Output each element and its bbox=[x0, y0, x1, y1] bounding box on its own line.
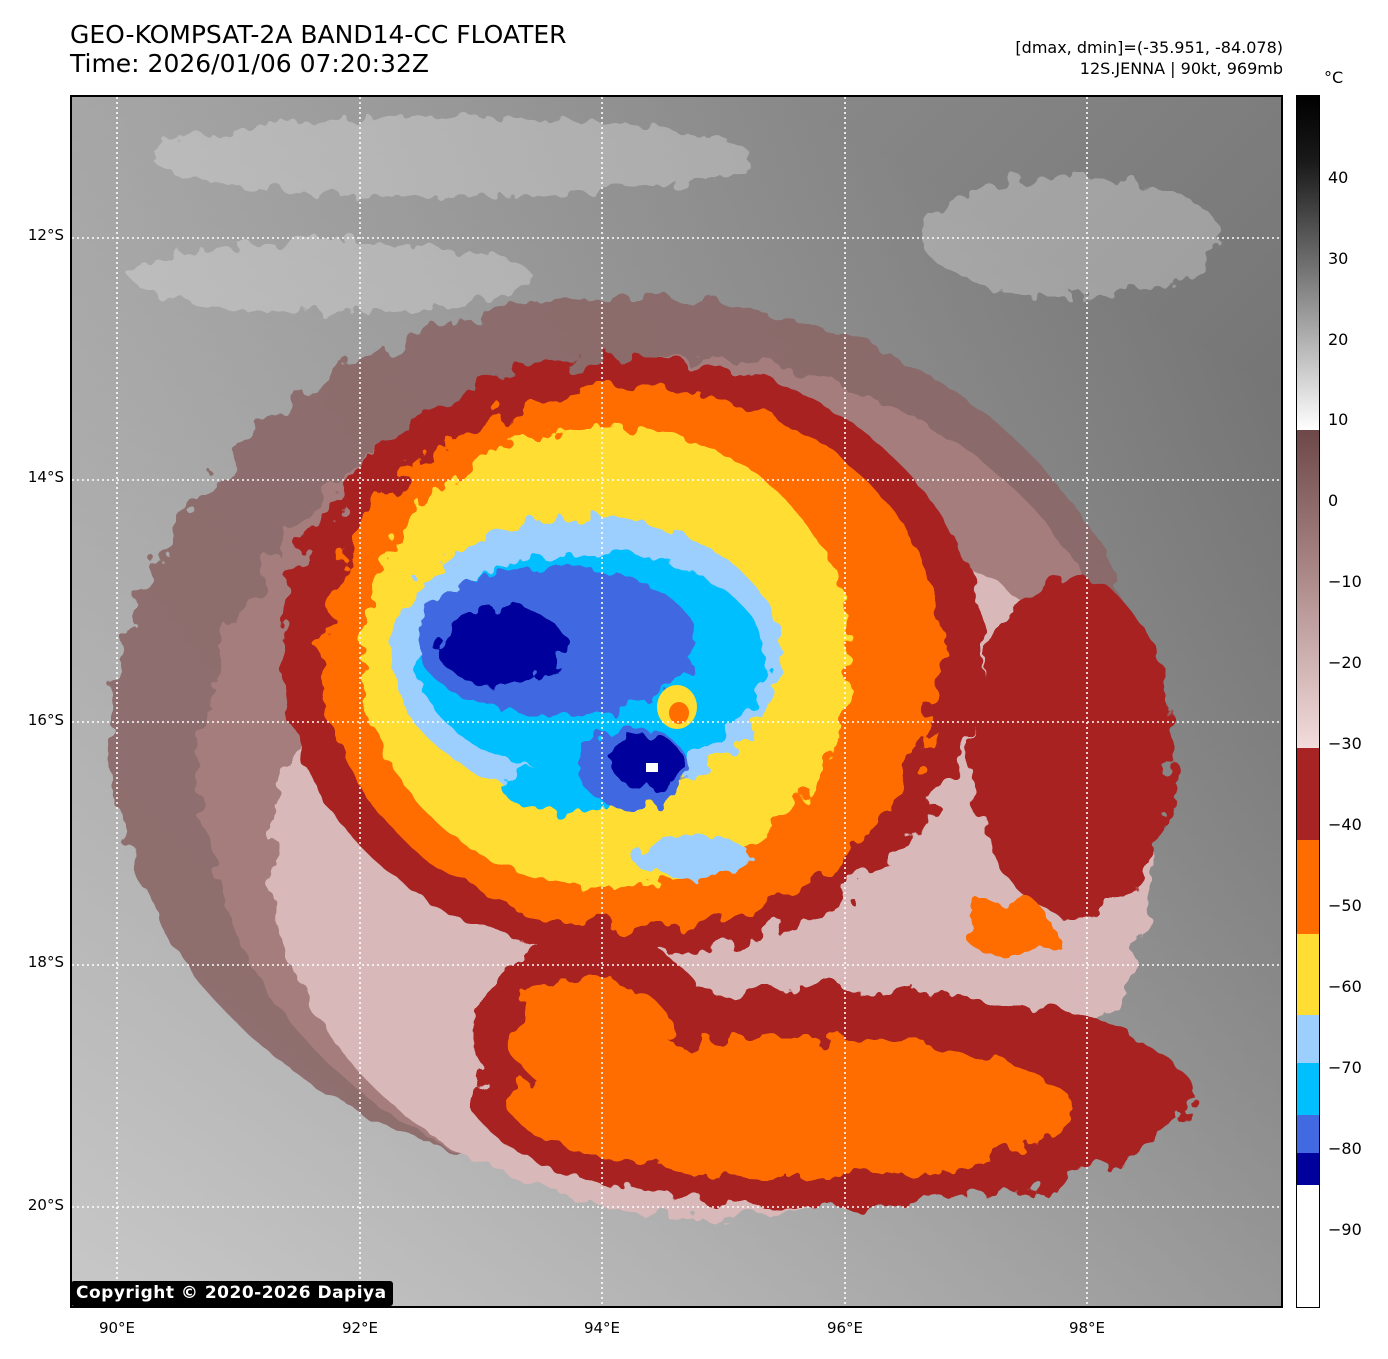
storm-imagery bbox=[72, 97, 1281, 1306]
lon-label-94e: 94°E bbox=[583, 1319, 621, 1337]
colorbar-tick-m70: −70 bbox=[1328, 1058, 1362, 1077]
title-time: Time: 2026/01/06 07:20:32Z bbox=[70, 49, 429, 78]
colorbar-tick-m10: −10 bbox=[1328, 572, 1362, 591]
satellite-image bbox=[70, 95, 1283, 1308]
lon-label-96e: 96°E bbox=[826, 1319, 864, 1337]
lat-label-14s: 14°S bbox=[27, 468, 64, 486]
figure-title: GEO-KOMPSAT-2A BAND14-CC FLOATER Time: 2… bbox=[70, 20, 567, 78]
lon-label-92e: 92°E bbox=[341, 1319, 379, 1337]
storm-name: 12S.JENNA | 90kt, 969mb bbox=[1079, 59, 1283, 78]
colorbar-tick-m90: −90 bbox=[1328, 1220, 1362, 1239]
colorbar bbox=[1296, 95, 1320, 1308]
colorbar-tick-m40: −40 bbox=[1328, 815, 1362, 834]
colorbar-tick-30: 30 bbox=[1328, 249, 1349, 268]
colorbar-tick-m80: −80 bbox=[1328, 1139, 1362, 1158]
lat-label-16s: 16°S bbox=[27, 711, 64, 729]
copyright-badge: Copyright © 2020-2026 Dapiya bbox=[71, 1281, 393, 1306]
data-range: [dmax, dmin]=(-35.951, -84.078) bbox=[1015, 38, 1283, 57]
colorbar-tick-10: 10 bbox=[1328, 410, 1349, 429]
colorbar-unit: °C bbox=[1324, 68, 1344, 87]
colorbar-tick-m60: −60 bbox=[1328, 977, 1362, 996]
lon-label-98e: 98°E bbox=[1068, 1319, 1106, 1337]
storm-info: [dmax, dmin]=(-35.951, -84.078) 12S.JENN… bbox=[1015, 37, 1283, 79]
colorbar-tick-40: 40 bbox=[1328, 168, 1349, 187]
colorbar-tick-0: 0 bbox=[1328, 491, 1339, 510]
colorbar-scale bbox=[1297, 96, 1319, 1307]
lon-label-90e: 90°E bbox=[98, 1319, 136, 1337]
colorbar-tick-m50: −50 bbox=[1328, 896, 1362, 915]
colorbar-tick-20: 20 bbox=[1328, 330, 1349, 349]
colorbar-tick-m30: −30 bbox=[1328, 734, 1362, 753]
lat-label-18s: 18°S bbox=[27, 953, 64, 971]
graticule bbox=[72, 97, 1281, 1306]
lat-label-20s: 20°S bbox=[27, 1196, 64, 1214]
colorbar-tick-m20: −20 bbox=[1328, 653, 1362, 672]
lat-label-12s: 12°S bbox=[27, 226, 64, 244]
title-product: GEO-KOMPSAT-2A BAND14-CC FLOATER bbox=[70, 20, 567, 49]
